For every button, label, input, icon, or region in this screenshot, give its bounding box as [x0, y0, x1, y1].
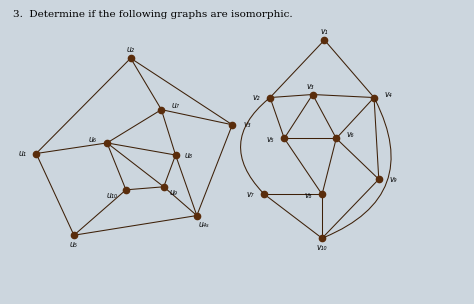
Text: u₉: u₉: [169, 188, 177, 197]
Text: v₈: v₈: [304, 192, 311, 200]
Text: v₆: v₆: [346, 130, 354, 139]
Text: v₅: v₅: [266, 135, 274, 144]
Text: u₂: u₂: [127, 45, 135, 54]
Text: u₈: u₈: [185, 150, 193, 160]
Text: u₇: u₇: [172, 101, 180, 110]
Text: u₄ₛ: u₄ₛ: [199, 219, 210, 229]
Text: v₇: v₇: [246, 190, 254, 199]
Text: v₉: v₉: [389, 175, 397, 184]
Text: v₃: v₃: [307, 81, 314, 91]
Text: u₅: u₅: [70, 240, 78, 249]
Text: v₂: v₂: [252, 93, 260, 102]
Text: v₁: v₁: [321, 27, 328, 36]
Text: 3.  Determine if the following graphs are isomorphic.: 3. Determine if the following graphs are…: [12, 10, 292, 19]
Text: v₁₀: v₁₀: [317, 243, 328, 252]
Text: u₁: u₁: [19, 149, 27, 158]
Text: v₄: v₄: [384, 90, 392, 99]
Text: v₃: v₃: [244, 120, 251, 129]
Text: u₆: u₆: [89, 135, 97, 144]
Text: u₁₀: u₁₀: [106, 192, 117, 200]
